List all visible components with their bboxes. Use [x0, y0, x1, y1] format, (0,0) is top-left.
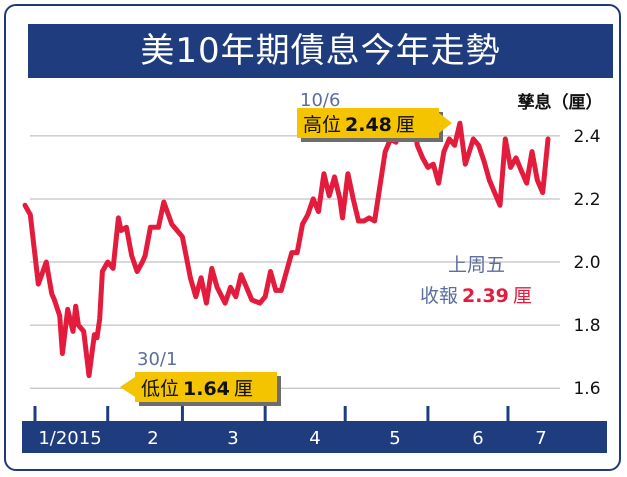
y-axis-ticks: 2.4 2.2 2.0 1.8 1.6 [573, 127, 600, 399]
series-layer [22, 108, 551, 379]
month-label-4: 5 [389, 428, 400, 449]
month-ticks [33, 406, 510, 424]
high-callout-pointer [439, 113, 452, 133]
high-callout: 10/6 高位 2.48 厘 [297, 90, 452, 142]
low-label: 低位 [141, 378, 179, 400]
low-callout-pointer [120, 377, 135, 397]
close-note: 上周五 收報 2.39 厘 [420, 254, 532, 307]
high-value: 2.48 [345, 114, 392, 136]
month-label-0: 1/2015 [38, 428, 101, 449]
low-callout-box [135, 372, 277, 402]
close-unit: 厘 [513, 285, 532, 307]
chart-title: 美10年期債息今年走勢 [28, 24, 613, 78]
series-line [22, 108, 551, 379]
x-axis: 1/2015 2 3 4 5 6 7 [22, 406, 607, 453]
high-callout-text: 高位 2.48 厘 [303, 114, 415, 136]
high-callout-box [297, 108, 439, 138]
low-value: 1.64 [183, 378, 230, 400]
close-label: 收報 [420, 285, 458, 307]
month-label-2: 3 [227, 428, 238, 449]
close-note-line2: 收報 2.39 厘 [420, 285, 532, 307]
low-callout-text: 低位 1.64 厘 [141, 378, 253, 400]
y-tick-label-2: 2.0 [573, 253, 600, 273]
month-label-3: 4 [309, 428, 320, 449]
month-label-6: 7 [535, 428, 546, 449]
low-callout: 30/1 低位 1.64 厘 [120, 349, 281, 406]
low-date: 30/1 [137, 349, 177, 370]
y-tick-label-4: 1.6 [573, 379, 600, 399]
month-label-5: 6 [472, 428, 483, 449]
month-labels: 1/2015 2 3 4 5 6 7 [38, 428, 546, 449]
low-unit: 厘 [234, 378, 253, 400]
y-tick-label-0: 2.4 [573, 127, 600, 147]
close-value: 2.39 [462, 285, 509, 307]
chart-frame: 美10年期債息今年走勢 [4, 4, 621, 471]
high-unit: 厘 [396, 114, 415, 136]
y-axis-label: 孳息（厘） [518, 92, 603, 113]
high-label: 高位 [303, 114, 341, 136]
y-tick-label-3: 1.8 [573, 316, 600, 336]
month-label-1: 2 [147, 428, 158, 449]
close-note-line1: 上周五 [448, 254, 505, 276]
grid-lines [30, 135, 560, 389]
x-axis-bar [22, 421, 607, 453]
y-tick-label-1: 2.2 [573, 190, 600, 210]
high-date: 10/6 [300, 90, 340, 111]
